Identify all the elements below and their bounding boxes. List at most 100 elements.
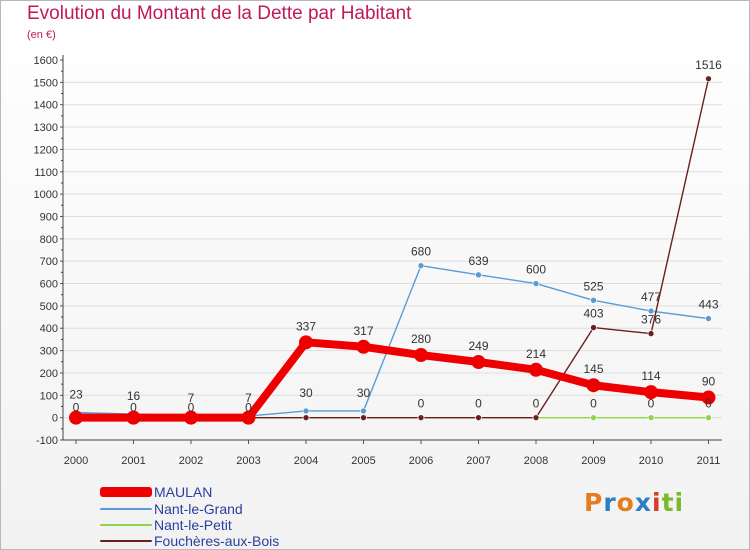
series-line-nant-le-grand [75, 264, 710, 417]
data-label: 1516 [695, 58, 722, 72]
x-tick-label: 2009 [581, 455, 605, 467]
data-label: 114 [641, 369, 660, 383]
y-tick-label: 0 [52, 413, 58, 425]
data-point [590, 414, 597, 421]
x-tick-label: 2004 [294, 455, 318, 467]
data-label: 16 [127, 389, 141, 403]
data-point [647, 307, 655, 315]
y-tick-label: 500 [40, 301, 58, 313]
data-label: 145 [583, 362, 603, 376]
data-label: 0 [533, 397, 540, 411]
data-label: 639 [468, 254, 488, 268]
data-label: 280 [411, 332, 431, 346]
data-point [417, 262, 425, 269]
data-label: 525 [583, 279, 603, 293]
y-tick-label: 1000 [34, 189, 58, 201]
data-label: 376 [641, 313, 661, 327]
data-point [705, 414, 712, 421]
y-tick-label: 600 [40, 279, 58, 291]
data-label: 0 [475, 397, 482, 411]
data-label: 0 [188, 401, 195, 415]
data-label: 403 [583, 307, 603, 321]
proxiti-logo: Proxiti [584, 488, 684, 517]
x-tick-label: 2007 [466, 455, 490, 467]
legend-swatch-maulan [100, 487, 152, 497]
data-point [126, 410, 141, 425]
data-point [475, 271, 482, 279]
x-tick-label: 2002 [179, 455, 203, 467]
data-label: 317 [353, 324, 373, 338]
x-tick-label: 2003 [236, 455, 260, 467]
data-label: 0 [73, 401, 80, 415]
data-label: 7 [188, 391, 195, 405]
data-point [471, 354, 486, 369]
legend-item-nant-le-petit: Nant-le-Petit [100, 517, 232, 533]
data-point [69, 410, 83, 425]
data-label: 477 [641, 290, 661, 304]
data-label: 249 [468, 339, 488, 353]
data-point [302, 414, 310, 421]
data-point [241, 410, 256, 425]
logo-letter: P [584, 488, 604, 517]
data-point [647, 414, 655, 421]
logo-letter: i [674, 488, 685, 517]
legend-label-maulan: MAULAN [154, 484, 213, 500]
y-tick-label: 100 [40, 390, 58, 402]
legend-swatch-nant-le-petit [100, 524, 152, 526]
data-point [644, 385, 658, 400]
y-tick-label: -100 [36, 435, 58, 447]
series-line-maulan [72, 338, 713, 422]
x-tick-label: 2005 [351, 455, 375, 467]
y-tick-label: 1200 [34, 144, 58, 156]
data-label: 0 [245, 401, 252, 415]
data-label: 0 [418, 397, 425, 411]
logo-letter: t [661, 488, 675, 517]
data-point [360, 407, 367, 415]
logo-letter: o [616, 488, 635, 517]
data-point [701, 390, 716, 405]
y-tick-label: 400 [40, 323, 58, 335]
data-point [532, 280, 540, 287]
series-line-fouchères-aux-bois [75, 78, 710, 419]
legend-item-foucheres-aux-bois: Fouchères-aux-Bois [100, 533, 279, 549]
x-tick-label: 2010 [639, 455, 663, 467]
data-label: 30 [299, 386, 313, 400]
data-point [529, 362, 543, 377]
logo-letter: x [634, 488, 652, 517]
y-tick-label: 800 [40, 234, 58, 246]
data-label: 337 [296, 319, 316, 333]
y-tick-label: 1600 [34, 55, 58, 67]
data-point [299, 335, 313, 350]
data-point [414, 348, 428, 363]
data-point [532, 414, 540, 421]
data-point [705, 75, 712, 83]
data-point [360, 414, 367, 421]
y-tick-label: 900 [40, 211, 58, 223]
x-tick-label: 2006 [409, 455, 433, 467]
y-tick-label: 1300 [34, 122, 58, 134]
y-tick-label: 1500 [34, 77, 58, 89]
y-tick-label: 200 [40, 368, 58, 380]
legend-label-foucheres-aux-bois: Fouchères-aux-Bois [154, 533, 280, 549]
data-point [475, 414, 482, 421]
legend-label-nant-le-grand: Nant-le-Grand [154, 501, 243, 517]
x-tick-label: 2000 [64, 455, 88, 467]
x-tick-label: 2011 [697, 455, 721, 467]
chart-title: Evolution du Montant de la Dette par Hab… [27, 3, 412, 24]
data-point [590, 324, 597, 331]
legend-label-nant-le-petit: Nant-le-Petit [154, 517, 232, 533]
x-tick-label: 2008 [524, 455, 548, 467]
legend-item-nant-le-grand: Nant-le-Grand [100, 501, 243, 517]
logo-letter: r [603, 488, 617, 517]
data-point [184, 410, 198, 425]
chart-unit-label: (en €) [27, 29, 56, 41]
data-label: 214 [526, 347, 546, 361]
data-point [417, 414, 425, 421]
legend-item-maulan: MAULAN [100, 484, 212, 500]
data-point [590, 296, 597, 304]
data-label: 443 [698, 298, 718, 312]
data-point [586, 378, 601, 393]
logo-letter: i [652, 488, 662, 517]
data-label: 680 [411, 245, 431, 259]
